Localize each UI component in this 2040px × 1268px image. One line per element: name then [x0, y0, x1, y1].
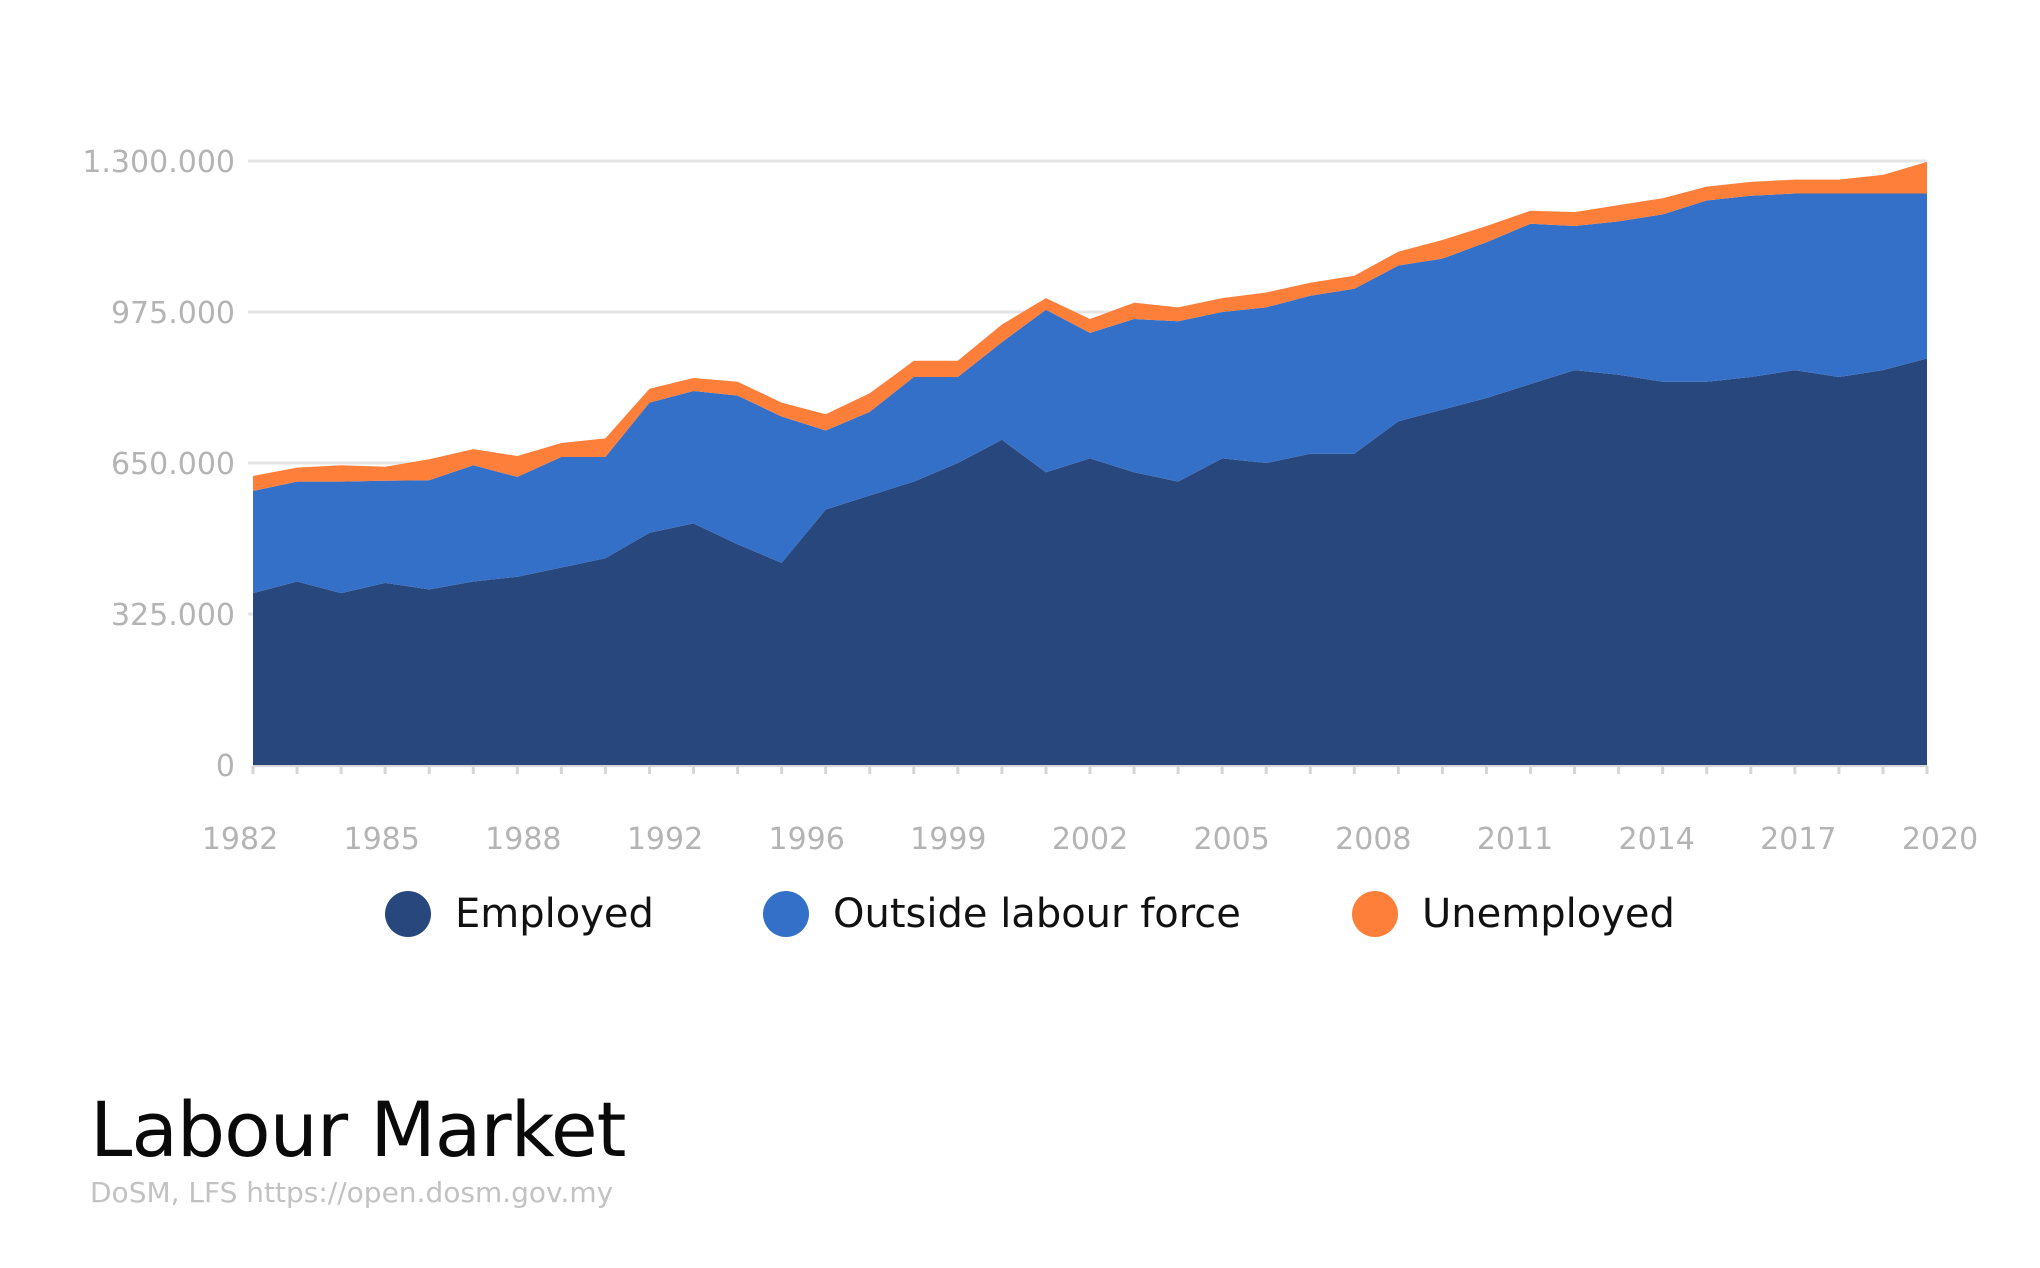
source-note: DoSM, LFS https://open.dosm.gov.my	[90, 1176, 614, 1209]
x-tick-label-8: 2008	[1335, 822, 1411, 857]
area-series	[253, 161, 1927, 765]
x-tick-label-9: 2011	[1477, 822, 1553, 857]
x-tick-label-0: 1982	[202, 822, 278, 857]
x-tick-label-11: 2017	[1760, 822, 1836, 857]
legend-item-employed: Employed	[385, 884, 654, 944]
y-tick-label-1: 325.000	[111, 598, 235, 633]
area-unemployed	[253, 161, 1927, 491]
y-axis-tick-labels: 0 325.000 650.000 975.000 1.300.000	[82, 145, 235, 784]
x-tick-label-10: 2014	[1618, 822, 1694, 857]
y-tick-label-2: 650.000	[111, 447, 235, 482]
x-tick-label-6: 2002	[1052, 822, 1128, 857]
legend-label-employed: Employed	[455, 891, 654, 937]
x-tick-label-4: 1996	[768, 822, 844, 857]
stacked-area-chart: 0 325.000 650.000 975.000 1.300.000 1982 1985…	[82, 145, 1978, 857]
x-tick-label-2: 1988	[485, 822, 561, 857]
x-axis	[251, 765, 1929, 774]
x-tick-label-7: 2005	[1193, 822, 1269, 857]
x-tick-label-1: 1985	[343, 822, 419, 857]
legend-swatch-outside-labour-force	[763, 891, 809, 937]
legend-swatch-employed	[385, 891, 431, 937]
chart-title: Labour Market	[90, 1085, 626, 1174]
x-tick-label-3: 1992	[627, 822, 703, 857]
x-tick-label-5: 1999	[910, 822, 986, 857]
area-outside-labour-force	[253, 193, 1927, 594]
legend-label-unemployed: Unemployed	[1422, 891, 1675, 937]
x-tick-label-12: 2020	[1902, 822, 1978, 857]
legend-swatch-unemployed	[1352, 891, 1398, 937]
y-tick-label-3: 975.000	[111, 296, 235, 331]
y-tick-label-4: 1.300.000	[82, 145, 235, 180]
y-tick-label-0: 0	[216, 749, 235, 784]
x-axis-tick-labels: 1982 1985 1988 1992 1996 1999 2002 2005 2008 2011…	[202, 822, 1978, 857]
legend-item-outside-labour-force: Outside labour force	[763, 884, 1241, 944]
legend-item-unemployed: Unemployed	[1352, 884, 1675, 944]
legend: Employed Outside labour force Unemployed	[0, 884, 2040, 944]
legend-label-outside-labour-force: Outside labour force	[833, 891, 1241, 937]
area-employed	[253, 358, 1927, 765]
